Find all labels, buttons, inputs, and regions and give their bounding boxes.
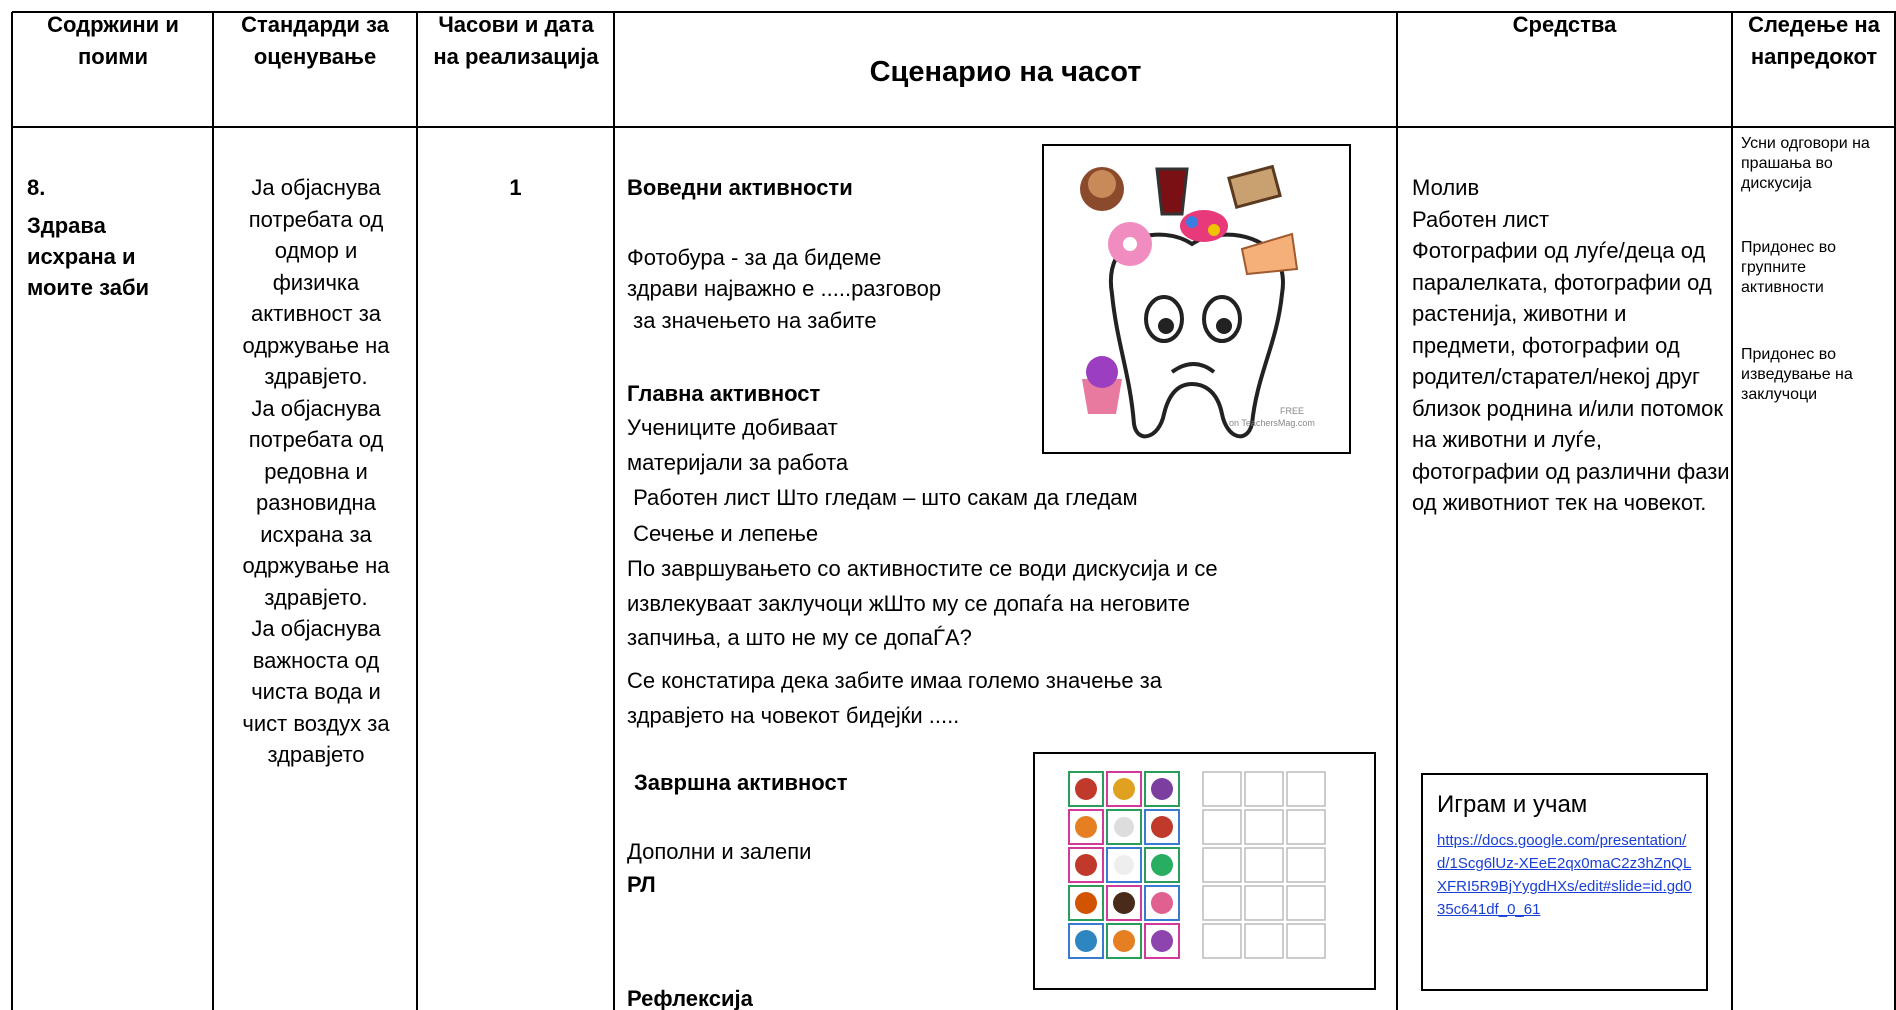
progress-note: Усни одговори на прашања во дискусија <box>1741 135 1870 192</box>
text-line: материјали за работа <box>627 450 849 475</box>
section-heading: Главна активност <box>627 381 821 406</box>
text-line: Дополни и залепи <box>627 839 812 864</box>
text-line: Сечење и лепење <box>627 521 819 546</box>
resource: Молив <box>1412 175 1480 200</box>
text-line: за значењето на забите <box>627 308 877 333</box>
resource-link[interactable]: https://docs.google.com/presentation/d/1… <box>1437 832 1692 918</box>
text-line: запчиња, а што не му се допаЃА? <box>627 625 972 650</box>
tooth-image: FREE on TeachersMag.com <box>1042 144 1351 454</box>
header-title: Сценарио на часот <box>869 56 1142 88</box>
resource: Фотографии од луѓе/деца од паралелката, … <box>1412 238 1730 515</box>
worksheet-image <box>1033 752 1376 990</box>
resources: Молив Работен лист Фотографии од луѓе/де… <box>1412 172 1734 519</box>
progress-note: Придонес во групните активности <box>1741 239 1836 296</box>
text-line: Се констатира дека забите имаа големо зн… <box>627 668 1163 693</box>
header: Часови и дата на реализација <box>433 12 599 69</box>
worksheet-tag: РЛ <box>627 872 656 897</box>
standard: Ја објаснува потребата од одмор и физичк… <box>242 175 390 389</box>
section-heading: Воведни активности <box>627 175 853 200</box>
text-line: Учениците добиваат <box>627 415 838 440</box>
topic-number: 8. <box>27 175 46 200</box>
hours: 1 <box>509 175 522 200</box>
topic: Здрава исхрана и моите заби <box>27 213 150 300</box>
header: Содржини и поими <box>47 12 179 69</box>
text-line: Фотобура - за да бидеме <box>627 245 882 270</box>
standard: Ја објаснува потребата од редовна и разн… <box>242 395 390 610</box>
progress-note: Придонес во изведување на заклучоци <box>1741 346 1853 403</box>
text-line: здравјето на човекот бидејќи ..... <box>627 703 960 728</box>
text-line: По завршувањето со активностите се води … <box>627 556 1218 581</box>
text-line: извлекуваат заклучоци жШто му се допаѓа … <box>627 591 1191 616</box>
header: Следење на напредокот <box>1748 12 1880 69</box>
text-line: здрави најважно е .....разговор <box>627 276 942 301</box>
standards: Ја објаснува потребата од одмор и физичк… <box>232 172 400 771</box>
image-caption: FREE <box>1280 406 1304 416</box>
standard: Ја објаснува важноста од чиста вода и чи… <box>242 616 390 767</box>
resource-box-title: Играм и учам <box>1437 791 1588 818</box>
header: Стандарди за оценување <box>241 12 389 69</box>
resource-box: Играм и учам https://docs.google.com/pre… <box>1421 773 1708 991</box>
text-line: Работен лист Што гледам – што сакам да г… <box>627 485 1138 510</box>
section-heading: Рефлексија <box>627 986 753 1010</box>
image-caption: on TeachersMag.com <box>1229 418 1315 428</box>
section-heading: Завршна активност <box>634 770 848 795</box>
resource: Работен лист <box>1412 206 1550 232</box>
header: Средства <box>1512 12 1617 37</box>
